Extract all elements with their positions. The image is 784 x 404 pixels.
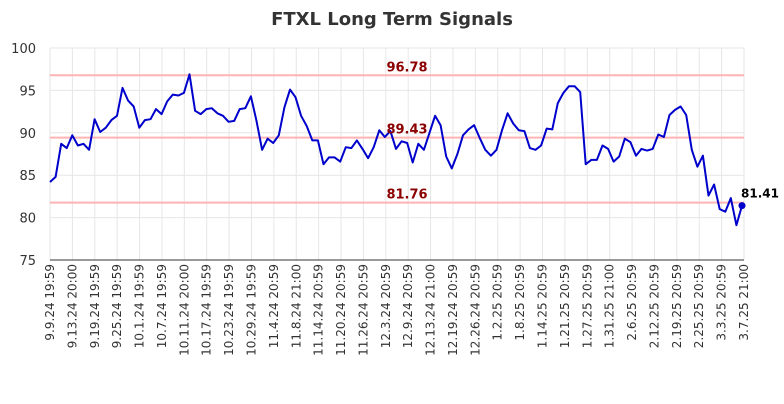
x-tick-label: 12.26.24 20:59 [468, 264, 482, 356]
last-value-label: 81.41 [741, 187, 779, 201]
x-tick-label: 2.12.25 20:59 [647, 264, 661, 348]
x-tick-label: 1.14.25 20:59 [536, 264, 550, 348]
y-tick-label: 90 [19, 127, 36, 142]
x-tick-label: 12.9.24 20:59 [401, 264, 415, 348]
x-tick-label: 1.21.25 20:59 [558, 264, 572, 348]
y-tick-label: 100 [11, 42, 36, 57]
x-tick-label: 9.25.24 19:59 [110, 264, 124, 348]
x-tick-label: 1.2.25 20:59 [491, 264, 505, 341]
x-tick-label: 11.20.24 20:59 [334, 264, 348, 356]
x-tick-label: 2.25.25 20:59 [692, 264, 706, 348]
x-tick-label: 1.31.25 21:00 [603, 264, 617, 348]
x-tick-label: 10.7.24 19:59 [155, 264, 169, 348]
y-tick-label: 95 [19, 84, 36, 99]
reference-line-label: 89.43 [386, 123, 427, 138]
x-tick-label: 1.27.25 20:59 [580, 264, 594, 348]
y-tick-label: 85 [19, 169, 36, 184]
chart-title: FTXL Long Term Signals [271, 9, 513, 30]
reference-line-label: 81.76 [386, 188, 427, 203]
y-tick-label: 80 [19, 212, 36, 227]
x-tick-label: 12.19.24 20:59 [446, 264, 460, 356]
x-tick-label: 10.29.24 19:59 [244, 264, 258, 356]
x-tick-label: 3.7.25 21:00 [737, 264, 751, 341]
x-tick-label: 12.3.24 20:59 [379, 264, 393, 348]
reference-line-label: 96.78 [386, 60, 427, 75]
x-tick-label: 11.26.24 20:59 [356, 264, 370, 356]
price-line [49, 73, 743, 227]
x-tick-label: 11.8.24 21:00 [289, 264, 303, 348]
last-point-marker [738, 202, 746, 210]
x-tick-label: 10.11.24 20:00 [177, 264, 191, 356]
x-tick-label: 9.19.24 19:59 [88, 264, 102, 348]
x-tick-label: 10.1.24 19:59 [133, 264, 147, 348]
x-tick-label: 9.9.24 19:59 [43, 264, 57, 341]
y-tick-label: 75 [19, 254, 36, 269]
x-tick-label: 10.17.24 19:59 [200, 264, 214, 356]
x-tick-label: 11.14.24 20:59 [312, 264, 326, 356]
x-tick-label: 3.3.25 20:59 [715, 264, 729, 341]
x-tick-label: 10.23.24 19:59 [222, 264, 236, 356]
x-tick-label: 2.19.25 20:59 [670, 264, 684, 348]
x-tick-label: 12.13.24 21:00 [424, 264, 438, 356]
x-tick-label: 11.4.24 20:59 [267, 264, 281, 348]
x-tick-label: 2.6.25 20:59 [625, 264, 639, 341]
x-tick-label: 1.8.25 20:59 [513, 264, 527, 341]
x-tick-label: 9.13.24 20:00 [65, 264, 79, 348]
